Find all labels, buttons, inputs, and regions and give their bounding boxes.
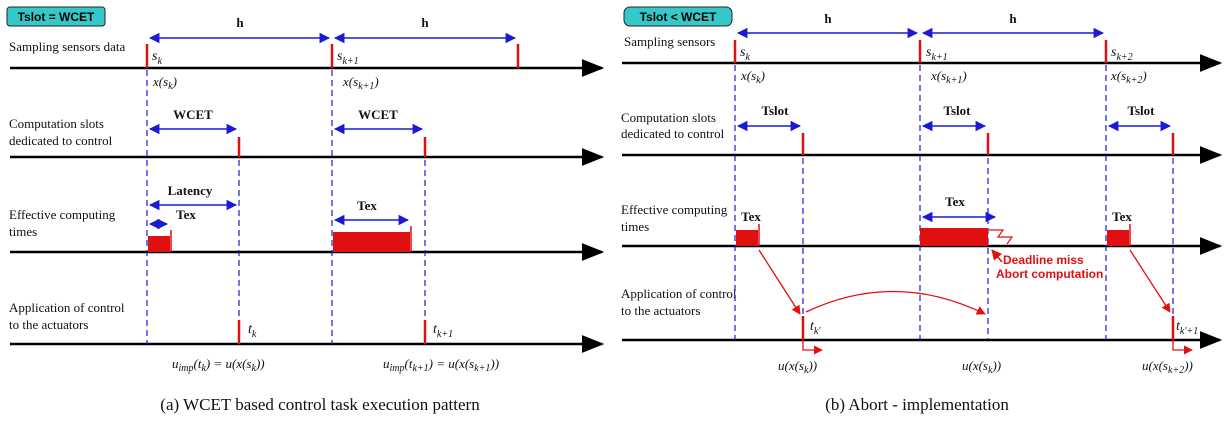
- right-actuation-time-3: tk'+1: [1176, 319, 1198, 337]
- abort-zigzag: [989, 229, 1014, 245]
- left-row-sampling: Sampling sensors data: [9, 39, 125, 54]
- right-sample-state-1: x(sk): [740, 68, 765, 86]
- deadline-miss-label: Deadline miss: [1003, 253, 1084, 267]
- left-sample-ticks: [145, 44, 520, 344]
- right-actuation-eq-3: u(x(sk+2)): [1142, 358, 1193, 376]
- right-badge-text: Tslot < WCET: [640, 10, 717, 24]
- right-row-slots-1: Computation slots: [621, 110, 716, 125]
- right-tex-label-3: Tex: [1112, 209, 1132, 224]
- right-actuation-arrow-1: [758, 249, 801, 315]
- left-row-application-2: to the actuators: [9, 317, 88, 332]
- left-tex-label-1: Tex: [176, 207, 196, 222]
- left-row-effective-1: Effective computing: [9, 207, 116, 222]
- right-exec-block-2: [920, 228, 988, 246]
- right-tslot-label-3: Tslot: [1128, 103, 1156, 118]
- left-exec-block-1: [148, 236, 170, 252]
- right-exec-block-3: [1107, 230, 1129, 246]
- right-caption: (b) Abort - implementation: [825, 395, 1009, 414]
- right-row-sampling: Sampling sensors: [624, 34, 715, 49]
- left-wcet-label-1: WCET: [173, 107, 213, 122]
- right-badge: Tslot < WCET: [623, 6, 733, 27]
- right-sample-label-3: sk+2: [1111, 45, 1133, 63]
- right-actuation-eq-1: u(x(sk)): [778, 358, 817, 376]
- right-step-marker-3: [1172, 340, 1193, 355]
- left-latency-label: Latency: [168, 183, 213, 198]
- left-actuation-eq-2: uimp(tk+1) = u(x(sk+1)): [383, 356, 499, 374]
- left-row-application-1: Application of control: [9, 300, 125, 315]
- right-row-effective-2: times: [621, 219, 649, 234]
- left-period-label-2: h: [421, 15, 429, 30]
- right-sample-ticks: [733, 40, 1175, 340]
- left-period-label-1: h: [236, 15, 244, 30]
- left-sample-state-1: x(sk): [152, 74, 177, 92]
- right-panel: Tslot < WCET Sampling sensors Computatio…: [621, 6, 1223, 414]
- right-step-marker-1: [802, 340, 823, 355]
- right-tslot-label-2: Tslot: [944, 103, 972, 118]
- right-row-slots-2: dedicated to control: [621, 126, 725, 141]
- left-row-slots-2: dedicated to control: [9, 133, 113, 148]
- left-tex-label-2: Tex: [357, 198, 377, 213]
- right-row-application-2: to the actuators: [621, 303, 700, 318]
- left-badge-text: Tslot = WCET: [18, 10, 95, 24]
- right-dashed-guides: [734, 65, 1174, 340]
- left-sample-label-2: sk+1: [337, 49, 359, 67]
- right-sample-state-3: x(sk+2): [1110, 68, 1147, 86]
- left-wcet-label-2: WCET: [358, 107, 398, 122]
- left-sample-label-1: sk: [152, 49, 162, 67]
- left-sample-state-2: x(sk+1): [342, 74, 379, 92]
- left-actuation-time-1: tk: [248, 322, 257, 340]
- right-sample-label-2: sk+1: [926, 45, 948, 63]
- left-badge: Tslot = WCET: [6, 6, 106, 27]
- left-panel: Tslot = WCET Sampling sensors data Compu…: [6, 6, 605, 414]
- deadline-arrow: [991, 249, 1003, 263]
- right-period-label-2: h: [1009, 11, 1017, 26]
- right-actuation-eq-2: u(x(sk)): [962, 358, 1001, 376]
- abort-computation-label: Abort computation: [996, 267, 1103, 281]
- right-exec-block-1: [736, 230, 758, 246]
- left-dashed-guides: [146, 70, 426, 344]
- left-exec-block-2: [333, 232, 410, 252]
- right-row-effective-1: Effective computing: [621, 202, 728, 217]
- right-sample-label-1: sk: [740, 45, 750, 63]
- right-actuation-arrow-3: [1129, 249, 1171, 313]
- left-caption: (a) WCET based control task execution pa…: [160, 395, 480, 414]
- left-row-effective-2: times: [9, 224, 37, 239]
- left-actuation-time-2: tk+1: [433, 322, 453, 340]
- right-actuation-time-1: tk': [810, 319, 821, 337]
- right-tex-label-1: Tex: [741, 209, 761, 224]
- right-period-label-1: h: [824, 11, 832, 26]
- right-tex-label-2: Tex: [945, 194, 965, 209]
- right-row-application-1: Application of control: [621, 286, 737, 301]
- left-actuation-eq-1: uimp(tk) = u(x(sk)): [172, 356, 265, 374]
- right-tslot-label-1: Tslot: [762, 103, 790, 118]
- left-row-slots-1: Computation slots: [9, 116, 104, 131]
- right-hold-arc: [805, 290, 986, 315]
- right-sample-state-2: x(sk+1): [930, 68, 967, 86]
